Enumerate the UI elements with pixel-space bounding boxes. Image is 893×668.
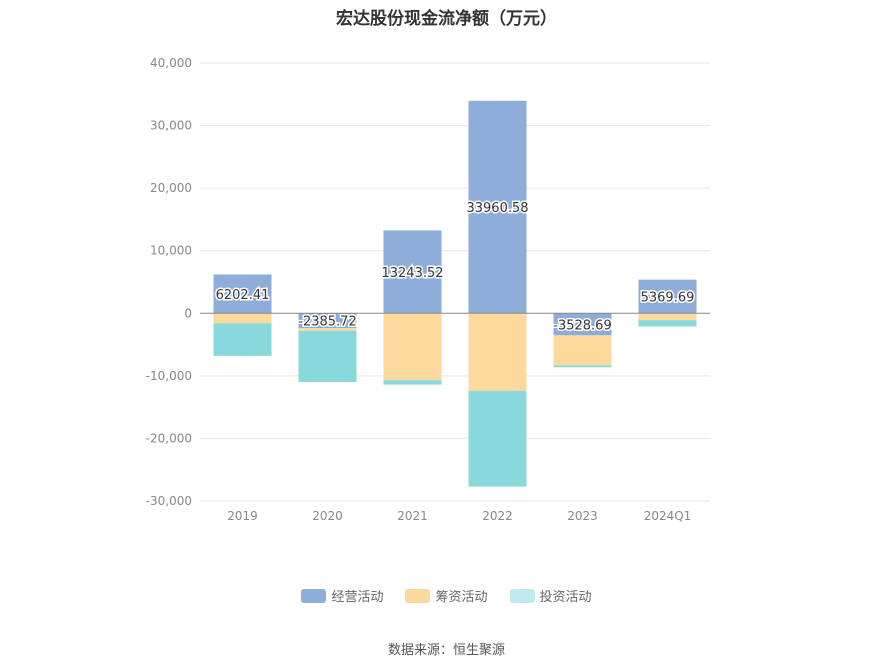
bar-investing	[298, 330, 357, 383]
grid-lines	[200, 62, 710, 502]
y-tick-label: -20,000	[146, 431, 192, 445]
y-tick-label: 30,000	[150, 119, 192, 133]
legend-swatch-operating	[301, 588, 327, 603]
bar-operating	[553, 313, 612, 336]
data-labels: 6202.41 -2385.72 13243.52 33960.58 -3528.69 5…	[214, 200, 696, 335]
x-tick-label: 2024Q1	[644, 509, 692, 523]
bar-financing	[638, 313, 697, 321]
bar-investing	[468, 390, 527, 487]
legend-label-financing: 筹资活动	[435, 590, 488, 605]
y-tick-label: -10,000	[146, 369, 192, 383]
data-label: 6202.41	[216, 288, 270, 303]
y-tick-label: 10,000	[150, 244, 192, 258]
data-label: 13243.52	[381, 266, 443, 281]
bar-financing	[468, 313, 527, 391]
x-tick-label: 2022	[482, 509, 513, 523]
bar-operating	[213, 274, 272, 314]
legend-label-investing: 投资活动	[539, 590, 592, 605]
y-tick-label: 40,000	[150, 56, 192, 70]
data-label: 5369.69	[641, 290, 695, 305]
bar-operating	[468, 100, 527, 314]
x-tick-label: 2023	[567, 509, 598, 523]
bar-operating	[298, 313, 357, 329]
legend: 经营活动 筹资活动 投资活动	[0, 586, 893, 605]
data-label: -3528.69	[553, 318, 611, 333]
legend-label-operating: 经营活动	[331, 590, 384, 605]
source-note: 数据来源：恒生聚源	[387, 643, 505, 658]
bar-financing	[298, 328, 357, 331]
bar-financing	[383, 313, 442, 381]
legend-swatch-financing	[405, 588, 431, 603]
legend-swatch-investing	[509, 588, 535, 603]
bar-investing	[638, 320, 697, 327]
y-tick-label: 20,000	[150, 181, 192, 195]
y-tick-label: 0	[184, 306, 192, 320]
y-tick-label: -30,000	[146, 494, 192, 508]
legend-item-financing[interactable]: 筹资活动	[405, 586, 488, 605]
legend-item-investing[interactable]: 投资活动	[509, 586, 592, 605]
legend-item-operating[interactable]: 经营活动	[301, 586, 383, 605]
x-tick-label: 2020	[312, 509, 343, 523]
bar-financing	[213, 313, 272, 324]
bars	[213, 100, 697, 487]
axes: 40,000 30,000 20,000 10,000 0 -10,000 -20,000 -…	[146, 56, 710, 523]
bar-operating	[638, 279, 697, 314]
bar-investing	[383, 380, 442, 385]
bar-operating	[383, 230, 442, 314]
x-tick-label: 2021	[397, 509, 428, 523]
x-tick-label: 2019	[227, 509, 258, 523]
chart-title: 宏达股份现金流净额（万元）	[336, 9, 557, 29]
bar-financing	[553, 335, 612, 366]
data-label: 33960.58	[466, 201, 528, 216]
bar-investing	[553, 365, 612, 368]
bar-investing	[213, 323, 272, 356]
data-label: -2385.72	[298, 315, 356, 330]
